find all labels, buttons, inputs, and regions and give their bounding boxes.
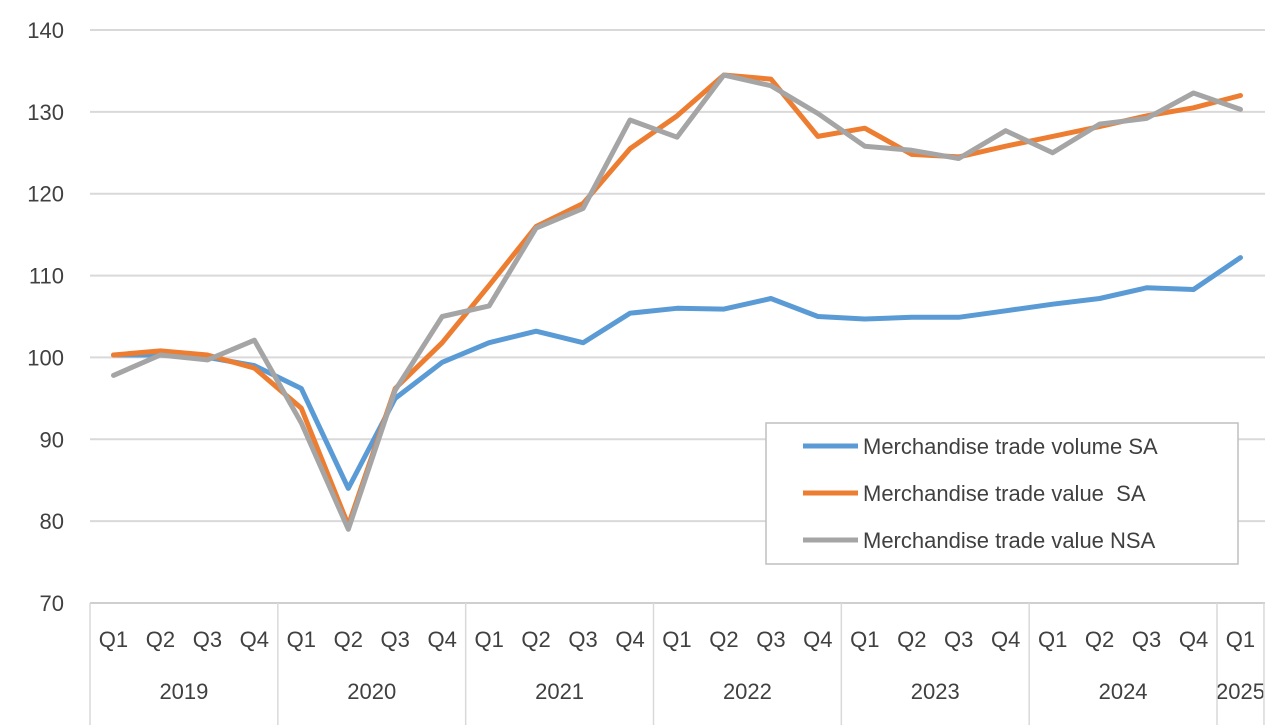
x-tick-label: Q4 [615, 627, 644, 652]
x-tick-label: Q4 [240, 627, 269, 652]
x-tick-label: Q3 [568, 627, 597, 652]
x-tick-label: Q2 [1085, 627, 1114, 652]
y-tick-label: 70 [40, 591, 64, 616]
x-tick-label: Q2 [709, 627, 738, 652]
x-group-label: 2019 [159, 679, 208, 704]
legend-label-value-sa: Merchandise trade value SA [863, 481, 1146, 506]
y-tick-label: 140 [27, 18, 64, 43]
x-tick-label: Q1 [99, 627, 128, 652]
x-tick-label: Q2 [521, 627, 550, 652]
series-line-1 [111, 72, 1243, 528]
x-tick-label: Q4 [803, 627, 832, 652]
x-group-label: 2025 [1216, 679, 1265, 704]
y-tick-label: 130 [27, 100, 64, 125]
x-tick-label: Q2 [334, 627, 363, 652]
x-tick-label: Q3 [944, 627, 973, 652]
x-tick-label: Q2 [146, 627, 175, 652]
legend-item: Merchandise trade volume SA [803, 434, 1158, 459]
series-line-0 [111, 255, 1243, 491]
x-tick-label: Q1 [474, 627, 503, 652]
x-tick-label: Q3 [381, 627, 410, 652]
x-group-label: 2020 [347, 679, 396, 704]
x-group-label: 2023 [911, 679, 960, 704]
y-tick-label: 80 [40, 509, 64, 534]
legend-item: Merchandise trade value NSA [803, 528, 1156, 553]
x-tick-label: Q4 [428, 627, 457, 652]
x-group-label: 2024 [1099, 679, 1148, 704]
x-tick-label: Q2 [897, 627, 926, 652]
y-tick-label: 120 [27, 182, 64, 207]
x-group-label: 2021 [535, 679, 584, 704]
legend-label-volume-sa: Merchandise trade volume SA [863, 434, 1158, 459]
x-axis: Q1 Q2 Q3 Q4 Q1 Q2 Q3 Q4 Q1 Q2 Q3 Q4 Q1 Q2 Q3 Q4 Q1 Q2 Q3 Q4… [89, 603, 1265, 725]
gridlines [90, 29, 1265, 604]
y-axis: 70 80 90 100 110 120 130 140 [27, 18, 64, 616]
y-tick-label: 110 [29, 264, 64, 289]
x-tick-label: Q1 [1038, 627, 1067, 652]
legend: Merchandise trade volume SA Merchandise … [765, 422, 1239, 565]
x-tick-label: Q1 [287, 627, 316, 652]
x-tick-label: Q3 [756, 627, 785, 652]
x-tick-label: Q1 [1226, 627, 1255, 652]
legend-item: Merchandise trade value SA [803, 481, 1146, 506]
y-tick-label: 90 [40, 427, 64, 452]
x-tick-label: Q1 [662, 627, 691, 652]
plot-area [111, 72, 1243, 532]
x-tick-label: Q3 [193, 627, 222, 652]
y-tick-label: 100 [27, 345, 64, 370]
x-tick-label: Q4 [1179, 627, 1208, 652]
x-group-label: 2022 [723, 679, 772, 704]
x-tick-label: Q4 [991, 627, 1020, 652]
series-line-2 [111, 72, 1243, 532]
legend-label-value-nsa: Merchandise trade value NSA [863, 528, 1156, 553]
x-tick-label: Q1 [850, 627, 879, 652]
x-tick-label: Q3 [1132, 627, 1161, 652]
